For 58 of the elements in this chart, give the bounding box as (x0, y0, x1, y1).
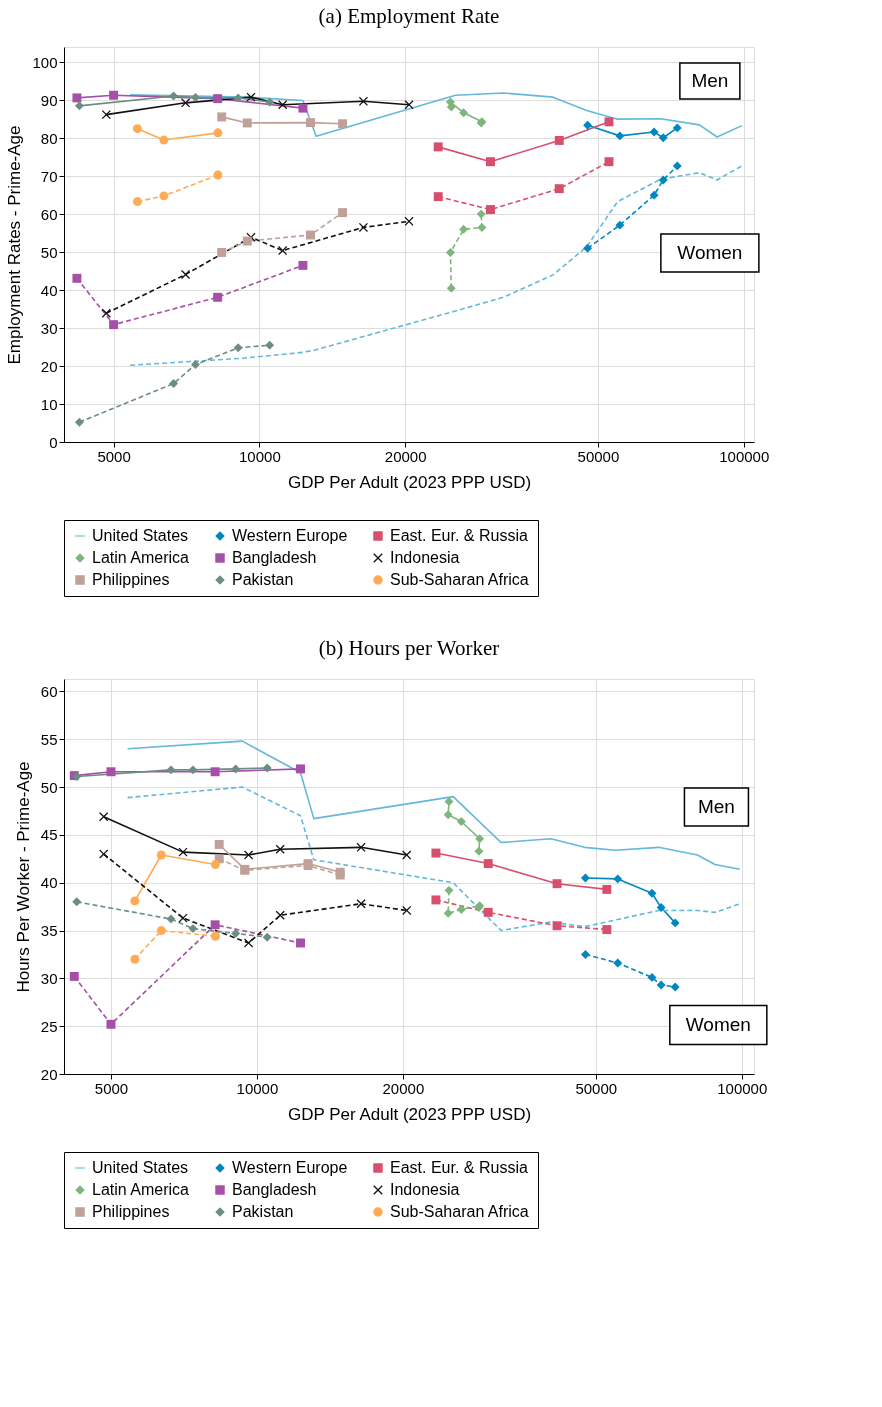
legend-label: United States (92, 1159, 189, 1176)
x-tick-label: 5000 (97, 447, 131, 465)
legend-label: Latin America (92, 549, 190, 566)
y-tick-label: 30 (40, 319, 58, 337)
y-tick-label: 35 (40, 922, 58, 940)
y-tick-label: 80 (40, 129, 58, 147)
x-tick-label: 10000 (239, 447, 281, 465)
x-tick-label: 50000 (575, 1079, 618, 1097)
legend-label: East. Eur. & Russia (390, 1159, 528, 1176)
y-tick-label: 60 (40, 682, 58, 700)
legend-label: Indonesia (390, 549, 460, 566)
y-tick-label: 40 (40, 874, 58, 892)
legend-label: Latin America (92, 1181, 190, 1198)
legend-label: Indonesia (390, 1181, 460, 1198)
y-tick-label: 55 (40, 730, 58, 748)
x-tick-label: 5000 (94, 1079, 129, 1097)
legend-label: Pakistan (232, 1203, 294, 1220)
legend-label: East. Eur. & Russia (390, 527, 528, 544)
y-tick-label: 50 (40, 778, 58, 796)
y-tick-label: 70 (40, 167, 58, 185)
y-tick-label: 25 (40, 1017, 58, 1035)
legend-label: Western Europe (232, 527, 348, 544)
legend-label: United States (92, 527, 189, 544)
y-tick-label: 100 (32, 53, 58, 71)
x-tick-label: 20000 (382, 1079, 425, 1097)
chart-title: (b) Hours per Worker (318, 636, 500, 660)
legend-label: Sub-Saharan Africa (390, 1203, 529, 1220)
legend-label: Sub-Saharan Africa (390, 571, 529, 588)
y-tick-label: 10 (40, 395, 58, 413)
annotation: Women (677, 242, 743, 263)
x-tick-label: 100000 (719, 447, 770, 465)
y-tick-label: 20 (40, 357, 58, 375)
y-tick-label: 40 (40, 281, 58, 299)
legend-label: Western Europe (232, 1159, 348, 1176)
y-tick-label: 30 (40, 969, 58, 987)
y-tick-label: 90 (40, 91, 58, 109)
x-axis-title: GDP Per Adult (2023 PPP USD) (287, 472, 532, 492)
y-tick-label: 0 (49, 433, 58, 451)
y-tick-label: 50 (40, 243, 58, 261)
legend-label: Bangladesh (232, 549, 317, 566)
legend-label: Philippines (92, 1203, 170, 1220)
annotation: Men (691, 70, 729, 91)
legend-label: Bangladesh (232, 1181, 317, 1198)
legend-label: Philippines (92, 571, 170, 588)
y-tick-label: 20 (40, 1065, 58, 1083)
annotation: Women (685, 1014, 751, 1035)
x-tick-label: 20000 (384, 447, 427, 465)
y-tick-label: 60 (40, 205, 58, 223)
y-axis-title: Hours Per Worker - Prime-Age (13, 761, 33, 993)
x-axis-title: GDP Per Adult (2023 PPP USD) (287, 1104, 532, 1124)
x-tick-label: 50000 (577, 447, 620, 465)
legend-label: Pakistan (232, 571, 294, 588)
y-tick-label: 45 (40, 826, 58, 844)
x-tick-label: 100000 (717, 1079, 768, 1097)
x-tick-label: 10000 (236, 1079, 279, 1097)
chart-title: (a) Employment Rate (318, 4, 500, 28)
annotation: Men (697, 796, 735, 817)
y-axis-title: Employment Rates - Prime-Age (5, 125, 25, 365)
